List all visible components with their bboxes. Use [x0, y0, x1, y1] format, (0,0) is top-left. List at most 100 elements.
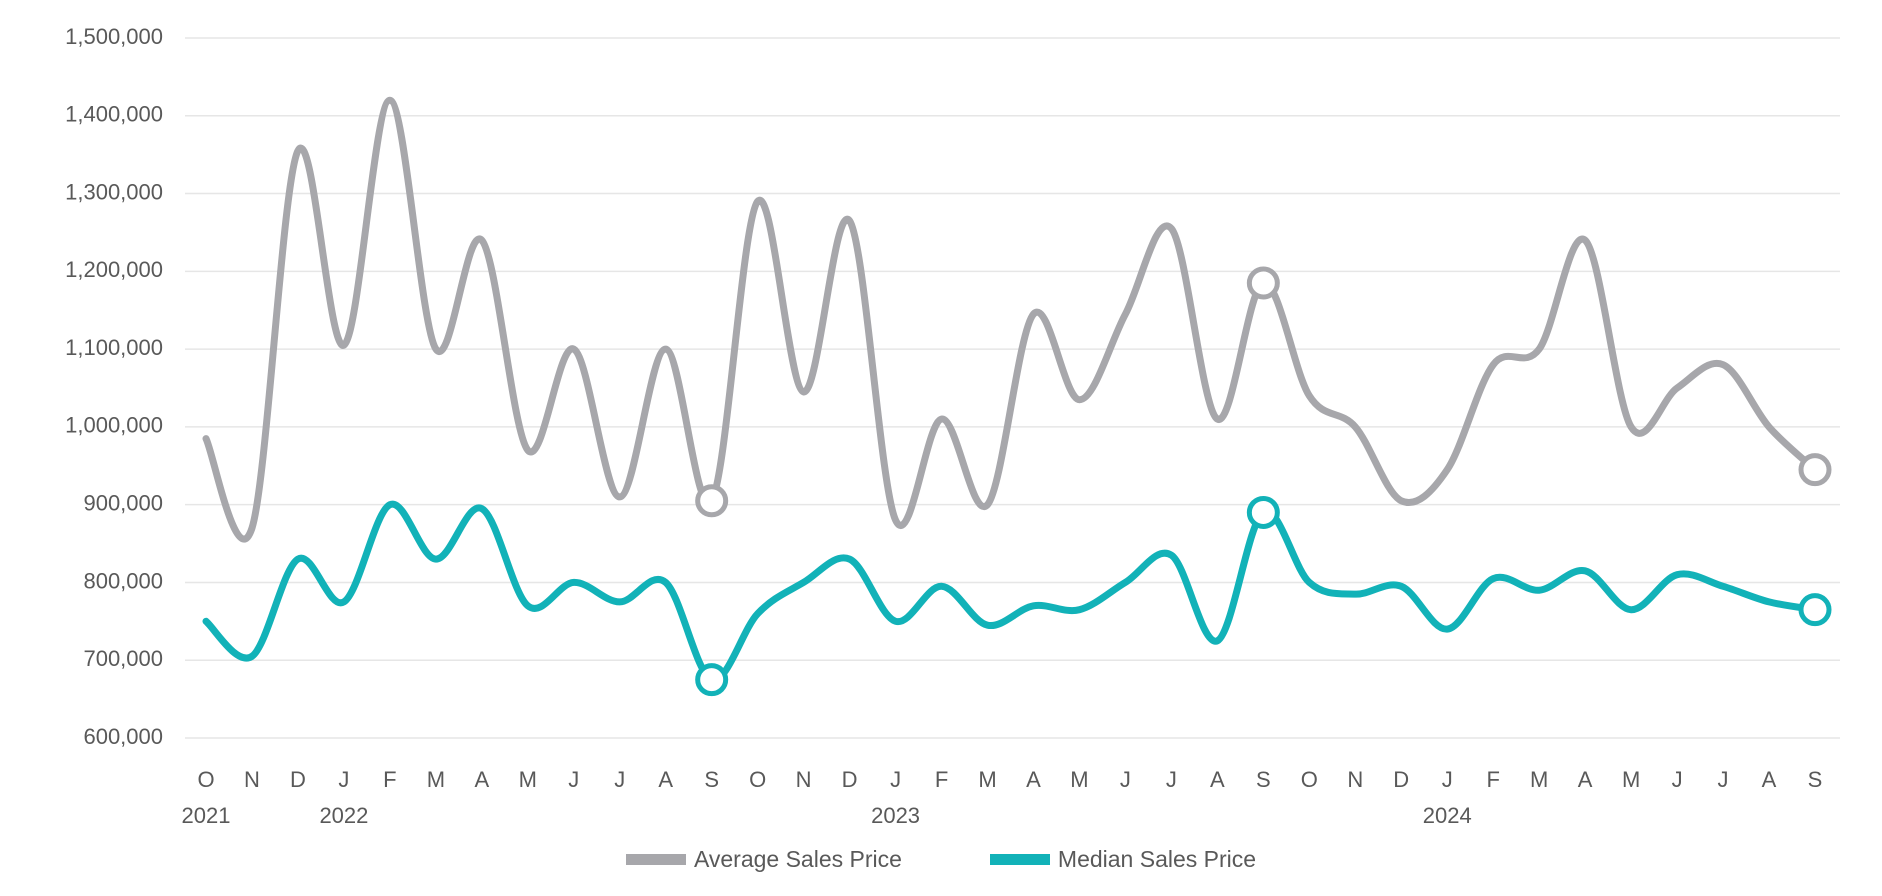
x-tick-label: M: [1070, 767, 1088, 792]
data-point-median-sales-price: [478, 505, 486, 513]
x-tick-label: O: [1301, 767, 1318, 792]
y-tick-label: 1,200,000: [65, 257, 163, 282]
x-tick-label: M: [1530, 767, 1548, 792]
data-point-median-sales-price: [1075, 606, 1083, 614]
series-line-median-sales-price: [202, 500, 1819, 684]
y-axis-ticks: 1,500,000 1,400,000 1,300,000 1,200,000 1,10…: [65, 24, 163, 749]
x-tick-label: D: [290, 767, 306, 792]
data-point-median-sales-price: [846, 555, 854, 563]
x-tick-label: F: [935, 767, 948, 792]
data-point-median-sales-price: [202, 617, 210, 625]
x-tick-label: A: [1210, 767, 1225, 792]
data-point-median-sales-price: [432, 555, 440, 563]
y-tick-label: 1,300,000: [65, 179, 163, 204]
data-point-average-sales-price: [248, 524, 256, 532]
data-point-average-sales-price: [1765, 423, 1773, 431]
x-tick-label: J: [1672, 767, 1683, 792]
data-point-average-sales-price: [1535, 345, 1543, 353]
series-line-average-sales-price: [202, 96, 1819, 543]
data-point-median-sales-price: [1213, 637, 1221, 645]
data-point-average-sales-price: [386, 96, 394, 104]
y-tick-label: 1,100,000: [65, 335, 163, 360]
x-tick-label: S: [704, 767, 719, 792]
x-tick-label: F: [1486, 767, 1499, 792]
y-tick-label: 900,000: [83, 490, 163, 515]
data-point-average-sales-price: [1443, 466, 1451, 474]
data-point-median-sales-price: [570, 578, 578, 586]
legend-item-median[interactable]: Median Sales Price: [989, 846, 1257, 873]
data-point-average-sales-price: [1627, 423, 1635, 431]
data-point-average-sales-price: [1167, 225, 1175, 233]
series-markers: [695, 266, 1832, 697]
data-point-average-sales-price: [340, 341, 348, 349]
gridlines: [185, 37, 1840, 739]
x-tick-label: J: [1120, 767, 1131, 792]
y-tick-label: 1,000,000: [65, 413, 163, 438]
x-tick-label: J: [614, 767, 625, 792]
x-tick-label: M: [427, 767, 445, 792]
data-point-average-sales-price: [1213, 415, 1221, 423]
legend-swatch-average: [625, 854, 686, 865]
x-tick-label: N: [796, 767, 812, 792]
x-tick-label: S: [1256, 767, 1271, 792]
data-point-average-sales-price: [524, 446, 532, 454]
data-point-median-sales-price: [1029, 602, 1037, 610]
y-tick-label: 1,400,000: [65, 102, 163, 127]
year-label: 2021: [182, 803, 231, 828]
data-point-average-sales-price: [294, 147, 302, 155]
x-tick-label: M: [519, 767, 537, 792]
legend-label-median: Median Sales Price: [1057, 846, 1257, 872]
data-point-average-sales-price: [800, 388, 808, 396]
x-tick-label: O: [749, 767, 766, 792]
data-point-average-sales-price: [1305, 392, 1313, 400]
legend-item-average[interactable]: Average Sales Price: [625, 846, 902, 873]
data-point-average-sales-price: [1489, 361, 1497, 369]
data-point-average-sales-price: [1581, 236, 1589, 244]
x-tick-label: O: [197, 767, 214, 792]
marker-median-sales-price[interactable]: [695, 663, 729, 697]
data-point-median-sales-price: [294, 555, 302, 563]
data-point-median-sales-price: [662, 578, 670, 586]
x-tick-label: J: [568, 767, 579, 792]
x-tick-label: N: [244, 767, 260, 792]
data-point-median-sales-price: [1489, 575, 1497, 583]
x-tick-label: A: [1762, 767, 1777, 792]
year-label: 2022: [319, 803, 368, 828]
data-point-median-sales-price: [1167, 551, 1175, 559]
data-point-average-sales-price: [938, 415, 946, 423]
data-point-median-sales-price: [1581, 567, 1589, 575]
x-tick-label: J: [890, 767, 901, 792]
marker-median-sales-price[interactable]: [1798, 593, 1832, 627]
data-point-average-sales-price: [616, 493, 624, 501]
data-point-median-sales-price: [984, 621, 992, 629]
data-point-median-sales-price: [340, 598, 348, 606]
y-tick-label: 1,500,000: [65, 24, 163, 49]
data-point-average-sales-price: [202, 435, 210, 443]
x-tick-label: S: [1808, 767, 1823, 792]
data-point-average-sales-price: [662, 345, 670, 353]
data-point-median-sales-price: [754, 610, 762, 618]
x-tick-label: J: [338, 767, 349, 792]
x-tick-label: D: [1393, 767, 1409, 792]
data-point-median-sales-price: [248, 652, 256, 660]
x-tick-label: J: [1718, 767, 1729, 792]
legend-label-average: Average Sales Price: [693, 846, 902, 872]
year-label: 2023: [871, 803, 920, 828]
marker-average-sales-price[interactable]: [1798, 453, 1832, 487]
x-tick-label: M: [978, 767, 996, 792]
marker-average-sales-price[interactable]: [695, 484, 729, 518]
data-point-median-sales-price: [616, 598, 624, 606]
data-point-median-sales-price: [1719, 582, 1727, 590]
x-tick-label: D: [842, 767, 858, 792]
data-point-average-sales-price: [570, 345, 578, 353]
marker-average-sales-price[interactable]: [1246, 266, 1280, 300]
data-point-median-sales-price: [1397, 582, 1405, 590]
marker-median-sales-price[interactable]: [1246, 495, 1280, 529]
data-point-median-sales-price: [386, 501, 394, 509]
x-tick-label: J: [1166, 767, 1177, 792]
data-point-median-sales-price: [1673, 571, 1681, 579]
x-tick-label: A: [1026, 767, 1041, 792]
x-axis-year-labels: 2021 2022 2023 2024: [182, 803, 1472, 828]
data-point-average-sales-price: [1351, 423, 1359, 431]
